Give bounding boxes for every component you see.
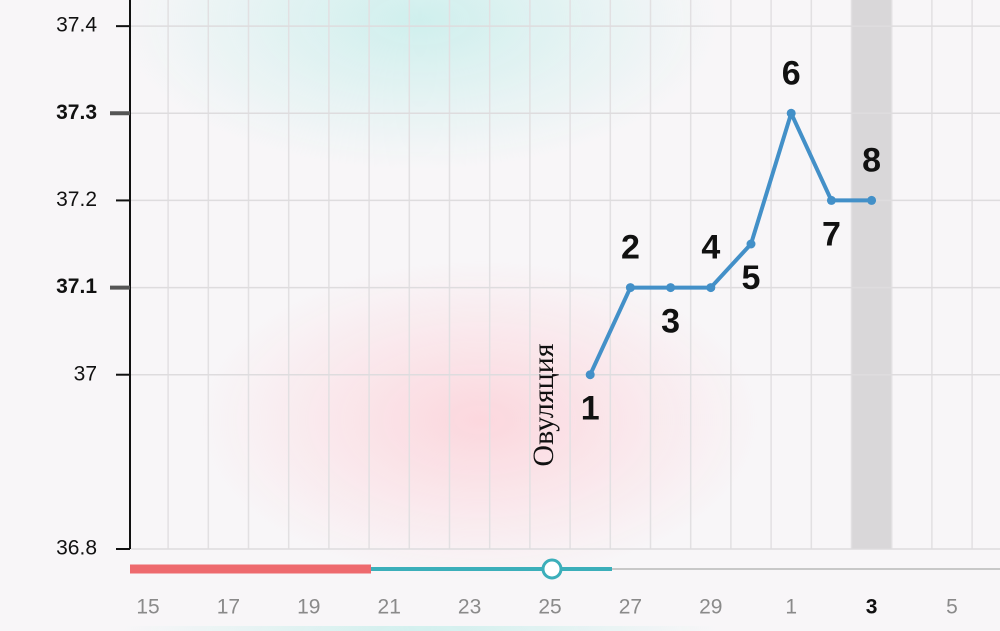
point-label: 4	[701, 229, 720, 267]
data-point	[585, 370, 595, 380]
data-point	[625, 283, 635, 293]
x-tick-label: 15	[136, 596, 159, 619]
annotation: Овуляция	[527, 343, 560, 466]
y-tick-label: 37	[74, 362, 97, 385]
y-tick-label: 37.3	[56, 101, 97, 124]
x-tick-label: 23	[458, 596, 481, 619]
x-tick-label: 5	[946, 596, 958, 619]
x-tick-label: 27	[619, 596, 642, 619]
point-label: 7	[822, 215, 841, 253]
y-tick-label: 37.1	[56, 275, 97, 298]
data-point	[867, 195, 877, 205]
today-column	[851, 0, 892, 549]
x-tick-label: 29	[699, 596, 722, 619]
temperature-line	[588, 111, 872, 376]
ovulation-marker	[541, 558, 563, 580]
point-label: 6	[782, 54, 801, 92]
point-label: 3	[661, 303, 680, 341]
point-label: 8	[862, 141, 881, 179]
y-tick-label: 36.8	[56, 537, 97, 560]
data-point	[786, 108, 796, 118]
y-tick-label: 37.4	[56, 14, 97, 37]
y-tick-label: 37.2	[56, 188, 97, 211]
data-point	[826, 195, 836, 205]
x-tick-label: 17	[217, 596, 240, 619]
x-tick-label: 1	[785, 596, 797, 619]
point-label: 5	[742, 259, 761, 297]
point-label: 2	[621, 229, 640, 267]
data-point	[666, 283, 676, 293]
x-tick-label: 25	[538, 596, 561, 619]
x-tick-label: 21	[378, 596, 401, 619]
data-point	[706, 283, 716, 293]
grid	[131, 0, 1000, 550]
x-tick-label: 19	[297, 596, 320, 619]
x-tick-label: 3	[866, 596, 878, 619]
data-point	[746, 239, 756, 249]
point-label: 1	[581, 390, 600, 428]
